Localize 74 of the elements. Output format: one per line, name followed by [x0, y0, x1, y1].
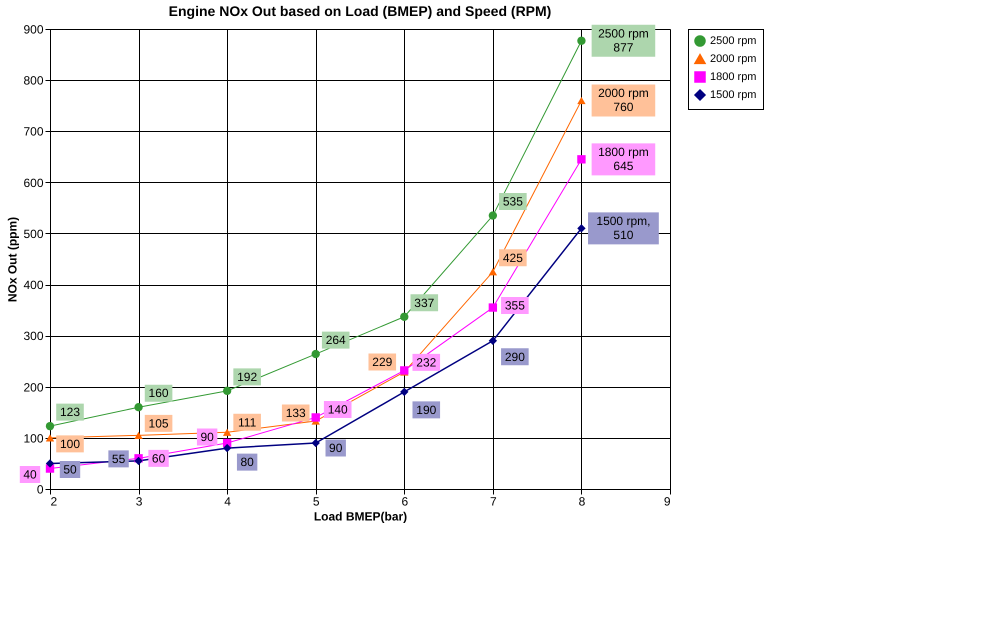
data-label: 133 — [286, 406, 306, 420]
y-tick-label: 600 — [23, 176, 44, 190]
data-label: 337 — [414, 296, 435, 310]
y-tick-label: 0 — [36, 482, 44, 496]
point — [312, 413, 320, 422]
x-tick-label: 5 — [312, 494, 320, 508]
data-label: 50 — [63, 462, 77, 476]
point — [46, 459, 54, 468]
point — [222, 386, 232, 396]
point — [577, 36, 586, 45]
data-label: 90 — [200, 430, 214, 444]
point — [400, 312, 408, 321]
point — [577, 155, 586, 164]
point — [488, 336, 498, 345]
data-label: 232 — [416, 355, 437, 370]
data-label: 60 — [152, 451, 166, 466]
data-label: 123 — [60, 405, 80, 420]
y-tick-label: 200 — [23, 380, 44, 394]
data-label: 140 — [328, 402, 348, 416]
data-label: 264 — [326, 333, 346, 348]
point — [134, 432, 143, 439]
x-tick-label: 4 — [224, 494, 232, 508]
data-label: 80 — [240, 455, 254, 470]
x-tick-label: 9 — [664, 494, 671, 508]
data-label: 40 — [23, 468, 37, 482]
y-tick-label: 700 — [23, 124, 44, 139]
x-tick-label: 2 — [50, 494, 58, 508]
x-tick-label: 3 — [136, 494, 143, 508]
point — [222, 444, 232, 452]
chart-title: Engine NOx Out based on Load (BMEP) and Speed (RPM) — [168, 3, 552, 19]
point — [577, 224, 586, 233]
data-label: 90 — [329, 441, 343, 455]
y-axis-title: NOx Out (ppm) — [5, 216, 20, 302]
data-label: 2500 rpm 877 — [598, 26, 649, 54]
data-label: 100 — [60, 436, 80, 451]
y-tick-label: 900 — [23, 22, 44, 36]
data-label: 190 — [416, 402, 437, 417]
data-label: 111 — [238, 415, 257, 430]
legend-label: 2500 rpm — [710, 35, 756, 47]
data-label: 160 — [148, 386, 169, 400]
legend-label: 1500 rpm — [710, 89, 756, 101]
data-label: 105 — [148, 416, 169, 430]
x-tick-label: 6 — [401, 494, 408, 508]
point — [400, 388, 408, 396]
point — [134, 456, 143, 466]
data-label: 55 — [112, 452, 126, 466]
data-label: 1800 rpm 645 — [598, 144, 649, 173]
y-tick-label: 500 — [23, 226, 44, 241]
y-tick-label: 300 — [23, 329, 44, 344]
y-tick-label: 800 — [23, 74, 44, 88]
data-label: 2000 rpm 760 — [598, 86, 649, 114]
point — [46, 422, 54, 430]
x-axis-title: Load BMEP(bar) — [314, 510, 408, 524]
y-tick-label: 100 — [23, 431, 44, 446]
point — [134, 403, 143, 412]
point — [488, 268, 498, 276]
data-label: 425 — [502, 250, 524, 265]
data-label: 192 — [237, 370, 258, 384]
y-tick-label: 400 — [23, 278, 44, 292]
x-tick-label: 7 — [490, 494, 498, 508]
data-label: 1500 rpm, 510 — [596, 214, 650, 242]
point — [222, 428, 232, 436]
data-label: 535 — [502, 194, 524, 209]
legend-label: 2000 rpm — [710, 53, 756, 65]
data-label: 229 — [372, 354, 393, 369]
x-tick-label: 8 — [578, 494, 586, 508]
data-label: 290 — [504, 350, 526, 364]
point — [488, 303, 498, 312]
point — [312, 438, 320, 448]
point — [488, 211, 498, 220]
legend-label: 1800 rpm — [710, 71, 756, 83]
point — [312, 350, 320, 358]
data-label: 355 — [504, 298, 526, 313]
point — [577, 96, 586, 104]
